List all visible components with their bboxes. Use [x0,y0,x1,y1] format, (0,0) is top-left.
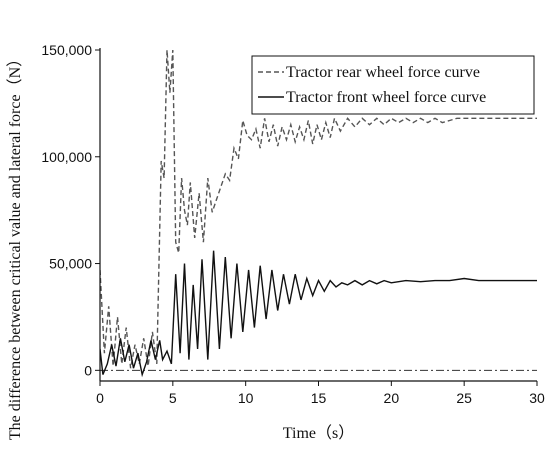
series-line-rear-wheel [100,49,537,369]
x-tick-label: 10 [238,390,254,406]
x-tick-label: 20 [384,390,400,406]
x-tick-label: 5 [169,390,177,406]
x-tick-label: 0 [96,390,104,406]
x-axis-title: Time（s） [283,424,354,442]
y-tick-label: 0 [84,362,92,378]
y-tick-label: 50,000 [49,256,92,272]
x-tick-label: 25 [456,390,472,406]
y-tick-label: 100,000 [41,149,92,165]
y-tick-label: 150,000 [41,42,92,58]
x-tick-label: 30 [529,390,545,406]
x-tick-label: 15 [311,390,327,406]
y-axis-title: The difference between critical value an… [6,51,24,440]
legend-label: Tractor rear wheel force curve [286,64,480,81]
legend-box [251,55,535,115]
series-line-front-wheel [100,250,537,378]
legend-label: Tractor front wheel force curve [286,89,486,106]
